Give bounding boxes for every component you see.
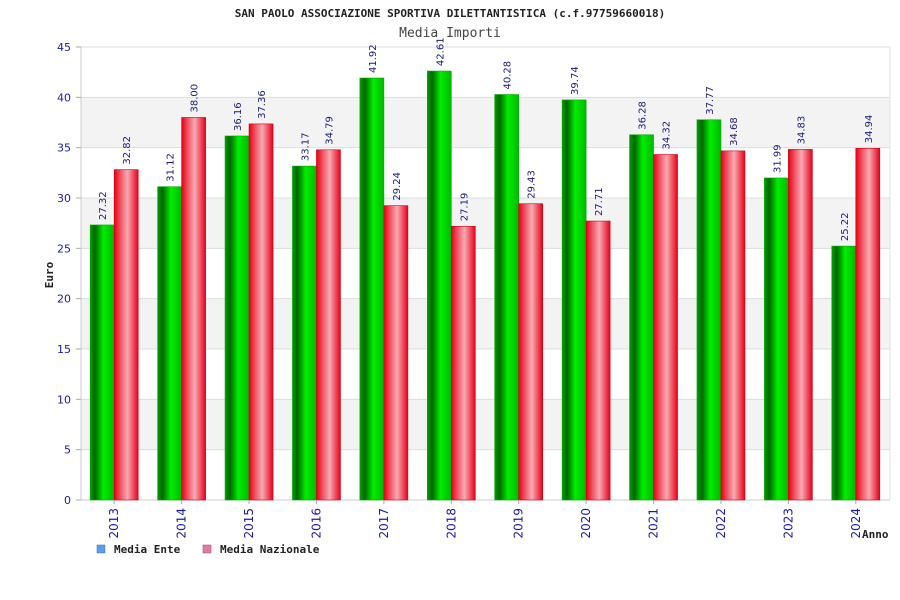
y-tick-label: 20 <box>57 293 71 306</box>
value-labels: 27.32 32.82 31.12 38.00 36.16 37.36 33.17 34.79… <box>98 37 875 241</box>
value-label: 38.00 <box>190 84 201 113</box>
x-tick-label: 2017 <box>377 508 391 539</box>
x-tick-label: 2014 <box>175 508 189 539</box>
bar-media-nazionale-2016 <box>316 149 341 501</box>
value-label: 42.61 <box>435 37 446 66</box>
value-label: 29.24 <box>392 172 403 201</box>
bar-media-nazionale-2021 <box>653 154 678 501</box>
y-tick-label: 0 <box>64 494 71 507</box>
y-axis-label: Euro <box>43 261 56 288</box>
value-label: 34.79 <box>324 116 335 145</box>
y-tick-label: 10 <box>57 393 71 406</box>
bar-media-ente-2019 <box>494 94 520 501</box>
value-label: 37.36 <box>257 90 268 119</box>
chart-subtitle: Media Importi <box>399 26 501 41</box>
value-label: 34.68 <box>729 117 740 146</box>
value-label: 40.28 <box>503 61 514 90</box>
legend-swatch-media-nazionale <box>202 544 212 554</box>
bar-media-nazionale-2024 <box>855 147 881 501</box>
bar-media-nazionale-2023 <box>788 149 813 501</box>
bar-media-ente-2021 <box>629 134 654 501</box>
x-tick-label: 2018 <box>444 508 458 539</box>
x-axis-label: Anno <box>862 528 889 541</box>
grid-band <box>81 198 890 249</box>
value-label: 34.83 <box>796 116 807 145</box>
chart-title: SAN PAOLO ASSOCIAZIONE SPORTIVA DILETTAN… <box>235 7 665 20</box>
grid-band <box>81 399 890 450</box>
y-tick-label: 35 <box>57 142 71 155</box>
legend: Media Ente Media Nazionale <box>96 543 320 556</box>
value-label: 31.99 <box>772 144 783 173</box>
value-label: 31.12 <box>166 153 177 182</box>
bar-media-ente-2013 <box>89 224 115 501</box>
y-tick-label: 40 <box>57 91 71 104</box>
legend-label-media-ente: Media Ente <box>114 543 181 556</box>
bar-media-ente-2023 <box>764 177 789 501</box>
bar-media-nazionale-2019 <box>518 203 544 501</box>
bar-media-nazionale-2015 <box>248 123 274 501</box>
bar-media-ente-2014 <box>157 186 182 501</box>
value-label: 39.74 <box>570 66 581 95</box>
value-label: 36.28 <box>638 101 649 130</box>
grid-lines <box>80 46 891 501</box>
grid-band <box>81 298 890 349</box>
value-label: 34.32 <box>662 121 673 150</box>
y-tick-label: 5 <box>64 444 71 457</box>
x-tick-label: 2019 <box>512 508 526 539</box>
value-label: 27.32 <box>98 191 109 220</box>
bar-media-ente-2015 <box>224 135 250 501</box>
value-label: 36.16 <box>233 102 244 131</box>
x-tick-label: 2015 <box>242 508 256 539</box>
bar-media-ente-2016 <box>292 165 317 501</box>
value-label: 32.82 <box>122 136 133 165</box>
value-label: 25.22 <box>840 212 851 241</box>
x-tick-label: 2022 <box>714 508 728 539</box>
value-label: 37.77 <box>705 86 716 115</box>
value-label: 41.92 <box>368 44 379 73</box>
y-tick-label: 30 <box>57 192 71 205</box>
bar-media-ente-2018 <box>426 70 452 501</box>
y-tick-label: 15 <box>57 343 71 356</box>
bar-media-nazionale-2018 <box>450 225 476 501</box>
bar-media-ente-2022 <box>696 119 722 501</box>
x-tick-label: 2016 <box>309 508 323 539</box>
bars-group <box>89 70 881 501</box>
bar-media-ente-2017 <box>359 77 385 501</box>
x-tick-label: 2020 <box>579 508 593 539</box>
bar-media-nazionale-2017 <box>383 205 409 501</box>
bar-media-nazionale-2013 <box>113 169 139 501</box>
value-label: 29.43 <box>527 170 538 199</box>
bar-media-nazionale-2022 <box>720 150 746 501</box>
bar-media-nazionale-2014 <box>181 117 206 501</box>
value-label: 27.19 <box>459 193 470 222</box>
y-axis-ticks: 0 5 10 15 20 25 30 35 40 45 <box>57 41 81 507</box>
value-label: 33.17 <box>300 132 311 161</box>
grid-band <box>81 97 890 148</box>
legend-label-media-nazionale: Media Nazionale <box>220 543 320 556</box>
y-tick-label: 45 <box>57 41 71 54</box>
plot-background <box>81 47 890 500</box>
x-tick-label: 2024 <box>849 508 863 539</box>
value-label: 27.71 <box>594 187 605 216</box>
y-tick-label: 25 <box>57 242 71 255</box>
bar-media-nazionale-2020 <box>585 220 611 501</box>
bar-media-ente-2020 <box>561 99 587 501</box>
value-label: 34.94 <box>864 115 875 144</box>
x-tick-label: 2023 <box>781 508 795 539</box>
legend-swatch-media-ente <box>96 544 106 554</box>
x-tick-label: 2013 <box>107 508 121 539</box>
bar-media-ente-2024 <box>831 245 857 501</box>
x-axis-ticks: 2013 2014 2015 2016 2017 2018 2019 2020 2021 2022… <box>107 500 863 539</box>
x-tick-label: 2021 <box>647 508 661 539</box>
